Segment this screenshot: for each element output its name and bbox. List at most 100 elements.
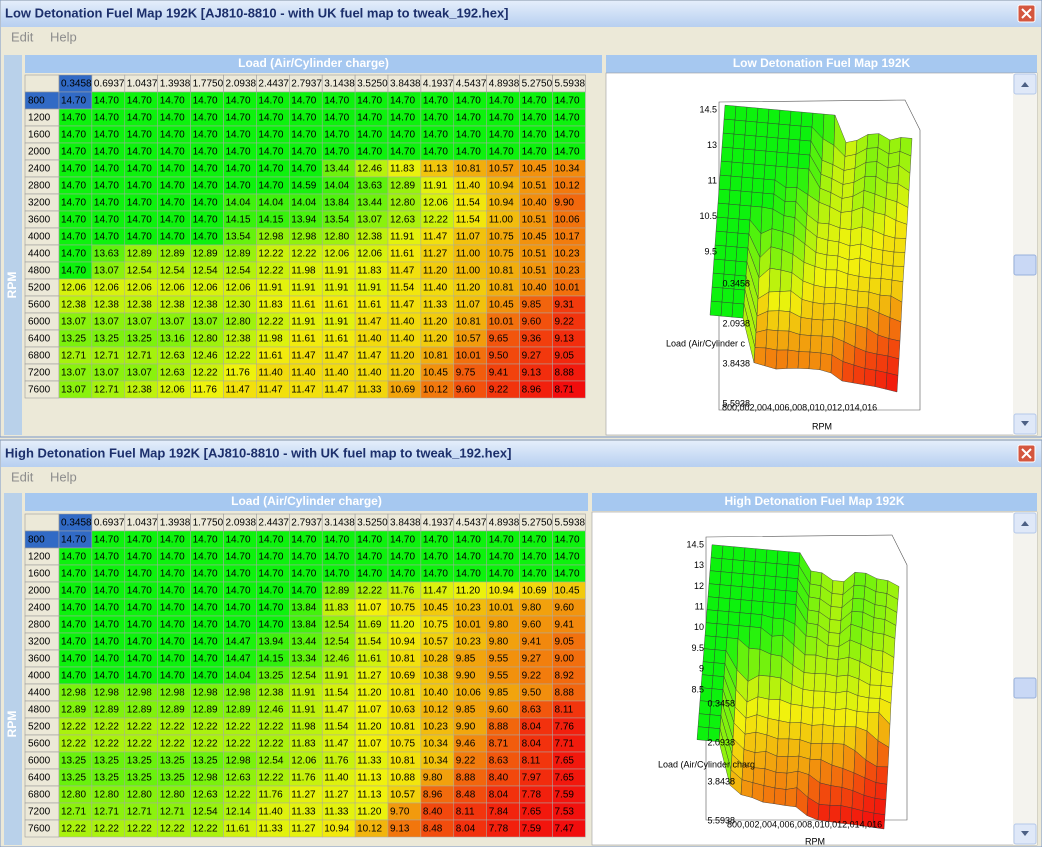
chart-header	[592, 493, 1037, 511]
cell-value: 12.98	[226, 756, 251, 767]
cell-value: 14.70	[193, 535, 218, 546]
cell-value: 9.70	[390, 807, 410, 818]
cell-value: 12.54	[127, 266, 152, 277]
cell-value: 14.70	[193, 130, 218, 141]
surface-patch	[841, 361, 855, 384]
cell-value: 14.70	[160, 586, 185, 597]
load-header	[25, 493, 588, 511]
cell-value: 12.89	[226, 705, 251, 716]
cell-value: 11.33	[258, 824, 283, 835]
row-label: 5200	[28, 722, 51, 733]
cell-value: 14.70	[555, 569, 580, 580]
surface-patch	[774, 771, 788, 790]
surface-patch	[776, 137, 790, 154]
scroll-thumb[interactable]	[1013, 254, 1037, 276]
cell-value: 13.84	[324, 198, 349, 209]
cell-value: 14.70	[61, 569, 86, 580]
cell-value: 13.25	[94, 773, 119, 784]
surface-patch	[829, 785, 843, 806]
surface-patch	[724, 245, 738, 262]
menu-bar	[1, 467, 1041, 490]
cell-value: 11.47	[423, 232, 448, 243]
cell-value: 7.53	[555, 807, 575, 818]
surface-patch	[740, 779, 754, 798]
surface-patch	[728, 189, 742, 206]
surface-patch	[876, 334, 890, 357]
cell-value: 12.89	[226, 249, 251, 260]
menu-item[interactable]: Help	[50, 469, 77, 484]
cell-value: 10.38	[423, 671, 448, 682]
surface-patch	[748, 626, 762, 650]
surface-patch	[804, 635, 818, 656]
surface-patch	[800, 111, 814, 128]
cell-value: 14.70	[555, 96, 580, 107]
cell-value: 8.88	[555, 688, 575, 699]
cell-value: 11.13	[423, 164, 448, 175]
surface-patch	[799, 317, 813, 336]
menu-item[interactable]: Edit	[11, 29, 34, 44]
cell-value: 14.70	[324, 130, 349, 141]
row-label: 1200	[28, 113, 51, 124]
surface-patch	[818, 782, 832, 806]
cell-value: 14.70	[423, 96, 448, 107]
cell-value: 12.22	[258, 317, 283, 328]
cell	[552, 380, 586, 399]
load-tick-label: 2.0938	[722, 318, 750, 328]
cell-value: 12.98	[127, 688, 152, 699]
cell-value: 14.70	[193, 637, 218, 648]
row-label: 800	[28, 96, 45, 107]
rpm-strip	[4, 493, 22, 845]
cell-value: 14.70	[423, 552, 448, 563]
cell-value: 11.61	[324, 334, 349, 345]
surface-patch	[833, 302, 847, 322]
surface-patch	[844, 140, 858, 157]
cell-value: 14.70	[61, 671, 86, 682]
cell-value: 12.80	[390, 198, 415, 209]
surface-patch	[768, 676, 782, 700]
cell-value: 11.54	[456, 215, 481, 226]
cell-value: 8.40	[423, 807, 443, 818]
surface-patch	[881, 250, 895, 267]
scroll-thumb[interactable]	[1013, 677, 1037, 699]
surface-patch	[721, 545, 735, 560]
surface-patch	[737, 218, 751, 235]
surface-patch	[765, 329, 779, 351]
cell-value: 12.06	[94, 283, 119, 294]
surface-patch	[873, 604, 887, 620]
cell-value: 10.06	[555, 215, 580, 226]
cell-value: 14.70	[258, 164, 283, 175]
column-label: 3.5250	[357, 518, 388, 529]
cell-value: 14.70	[94, 164, 119, 175]
menu-item[interactable]: Edit	[11, 469, 34, 484]
menu-item[interactable]: Help	[50, 29, 77, 44]
cell-value: 13.54	[226, 232, 251, 243]
cell-value: 14.70	[291, 113, 316, 124]
cell-value: 14.70	[324, 147, 349, 158]
cell-value: 11.20	[390, 368, 415, 379]
cell-value: 12.22	[160, 824, 185, 835]
surface-patch	[783, 201, 797, 218]
column-label: 4.5437	[456, 79, 487, 90]
cell-value: 10.34	[555, 164, 580, 175]
cell-value: 14.70	[160, 620, 185, 631]
z-tick-label: 14.5	[699, 104, 717, 114]
cell-value: 10.75	[390, 603, 415, 614]
cell-value: 9.90	[456, 722, 476, 733]
cell-value: 13.84	[291, 603, 316, 614]
cell-value: 14.70	[324, 552, 349, 563]
cell-value: 14.70	[94, 198, 119, 209]
cell-value: 14.70	[291, 164, 316, 175]
cell-value: 9.55	[489, 654, 509, 665]
cell-value: 12.22	[258, 266, 283, 277]
cell-value: 11.91	[423, 181, 448, 192]
cell-value: 14.59	[291, 181, 316, 192]
surface-patch	[778, 290, 792, 312]
column-label: 1.3938	[160, 79, 191, 90]
cell-value: 14.70	[94, 215, 119, 226]
cell-value: 14.70	[489, 552, 514, 563]
surface-patch	[728, 598, 742, 613]
cell-value: 14.70	[258, 620, 283, 631]
surface-patch	[853, 571, 867, 587]
cell-value: 8.92	[555, 671, 575, 682]
cell-value: 9.27	[522, 654, 542, 665]
